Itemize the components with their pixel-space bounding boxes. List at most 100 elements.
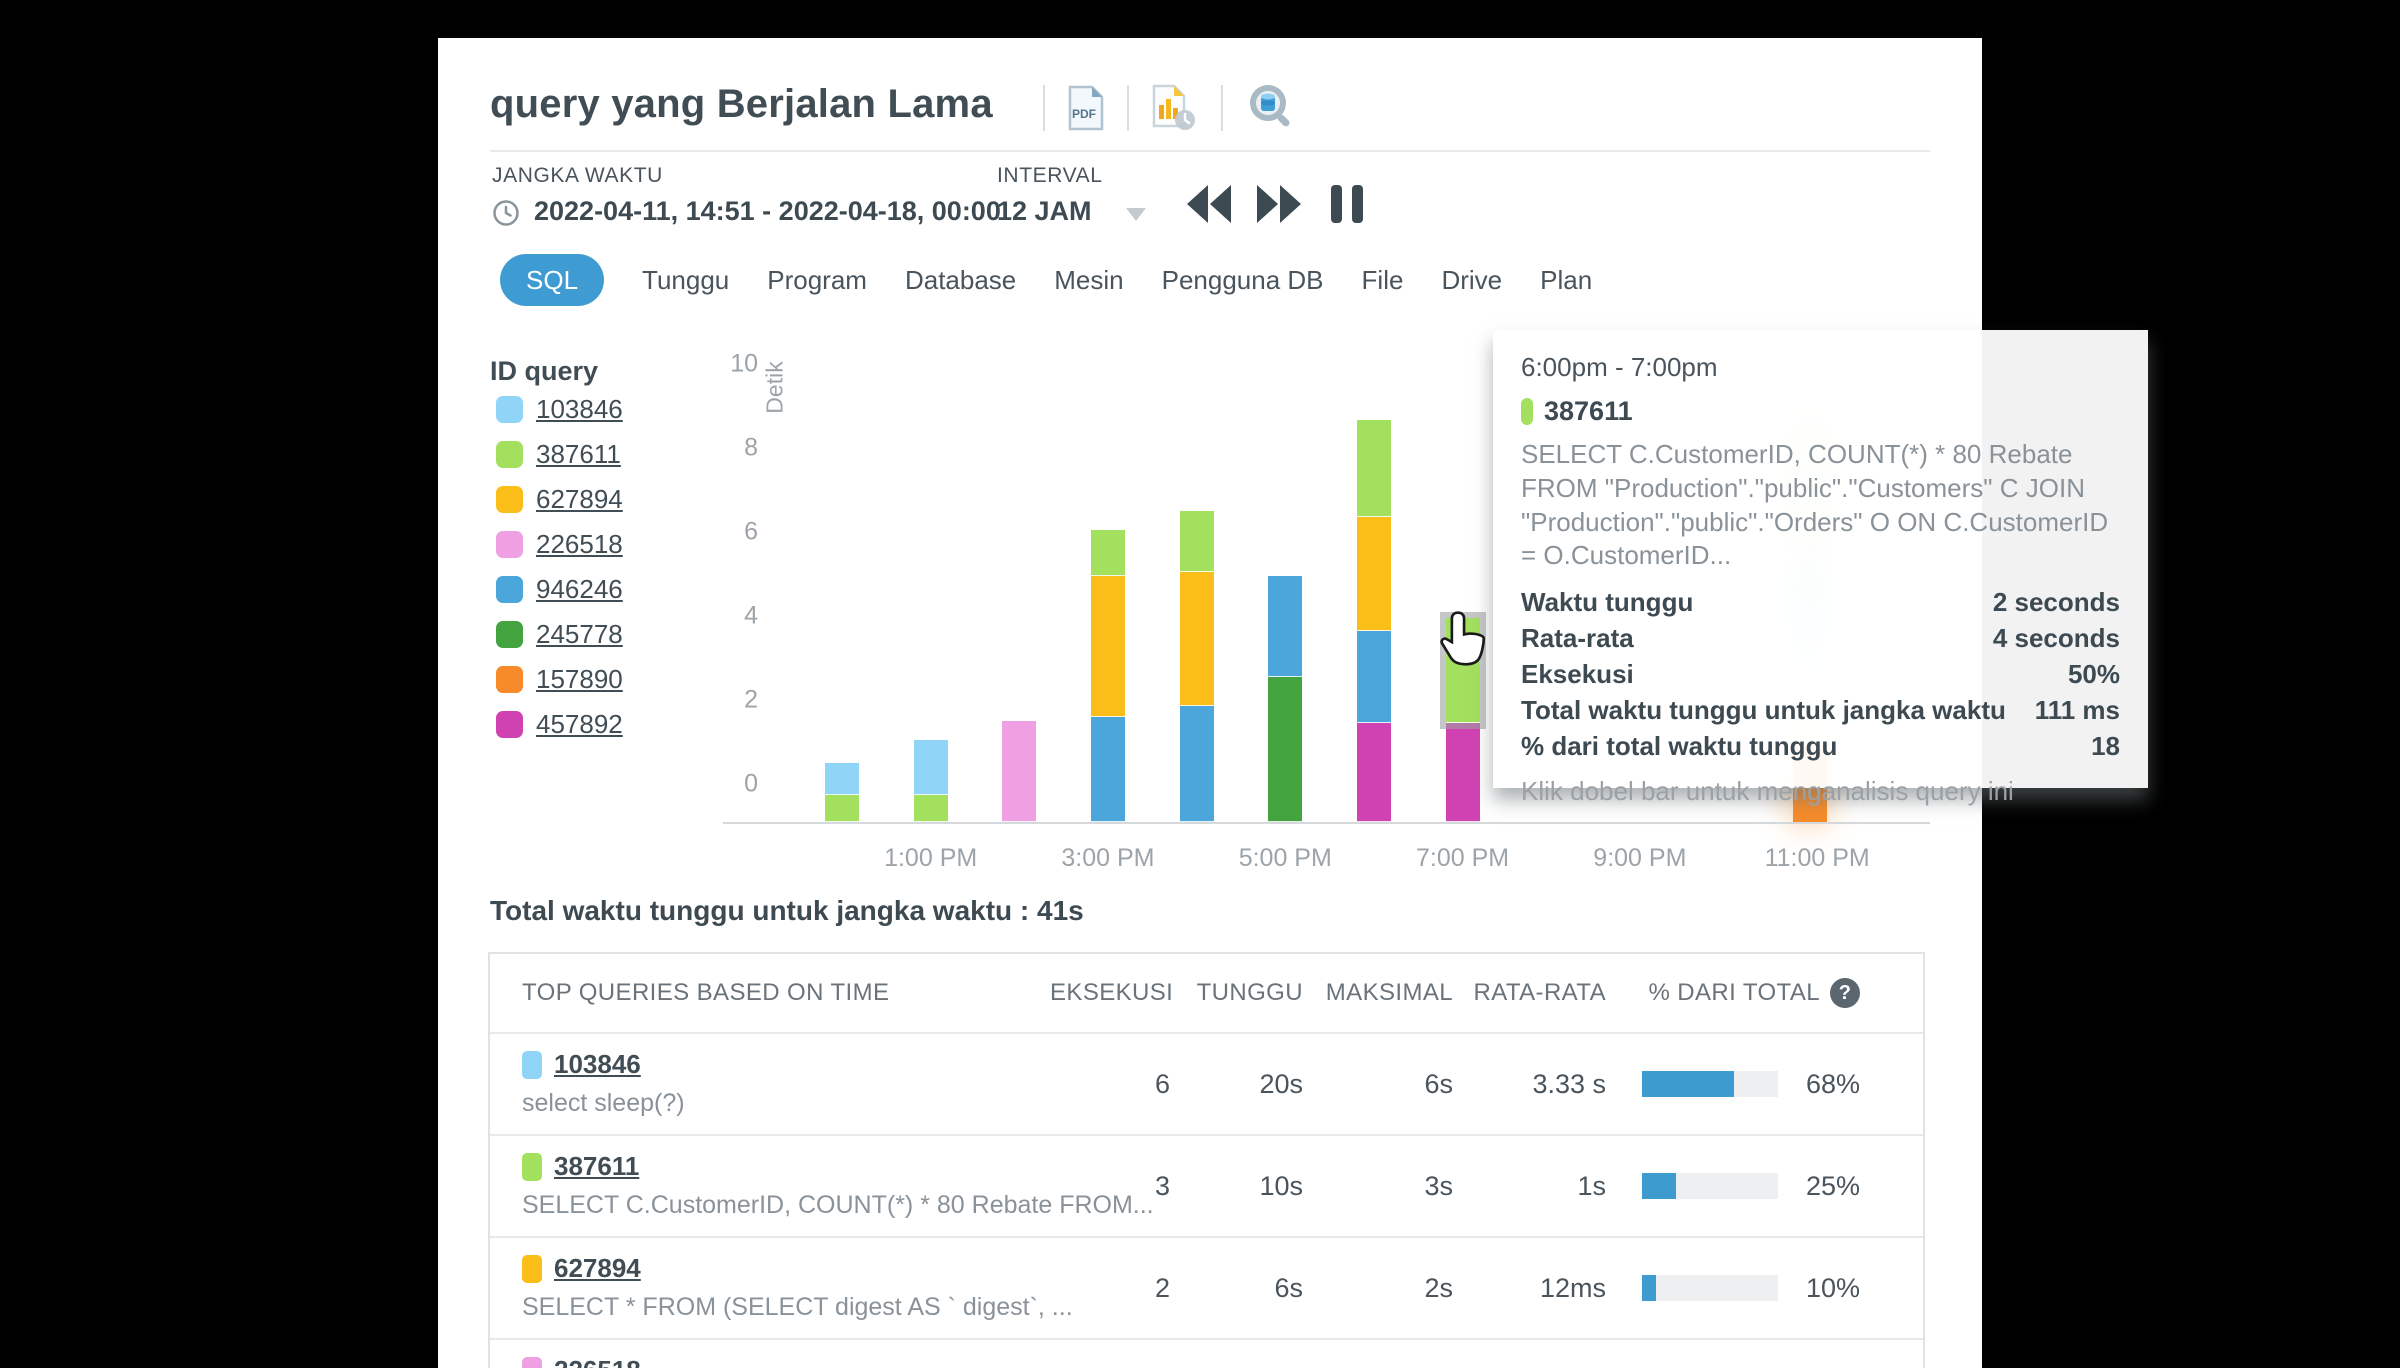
bar-segment-946246[interactable]: [1090, 716, 1125, 822]
bar-segment-387611[interactable]: [913, 794, 948, 822]
bar-segment-457892[interactable]: [1356, 723, 1391, 822]
export-pdf-icon[interactable]: PDF: [1067, 84, 1105, 132]
fast-forward-button[interactable]: [1256, 184, 1302, 229]
percent-bar-fill: [1642, 1275, 1656, 1301]
bar-segment-946246[interactable]: [1356, 630, 1391, 724]
interval-label: INTERVAL: [997, 164, 1103, 187]
query-link-387611[interactable]: 387611: [554, 1151, 640, 1181]
legend-item-103846: 103846: [496, 394, 623, 424]
bar-segment-387611[interactable]: [1439, 612, 1486, 730]
legend-items: 103846 387611 627894 226518 946246 245778 1578…: [496, 394, 623, 756]
bar-segment-627894[interactable]: [1356, 517, 1391, 631]
bar-segment-387611[interactable]: [825, 794, 859, 822]
divider: [1127, 85, 1129, 131]
col-rata-rata: RATA-RATA: [1473, 979, 1606, 1006]
col-top-queries: TOP QUERIES BASED ON TIME: [522, 979, 890, 1006]
bar-segment-627894[interactable]: [1179, 571, 1214, 707]
divider: [1221, 85, 1223, 131]
bar-segment-103846[interactable]: [913, 740, 948, 795]
interval-dropdown-arrow[interactable]: [1126, 208, 1146, 221]
x-axis-line: [723, 822, 1930, 824]
col-tunggu: TUNGGU: [1196, 979, 1303, 1006]
legend-link-387611[interactable]: 387611: [536, 439, 621, 469]
header-toolbar: PDF: [1043, 80, 1297, 136]
tooltip-stat-row: % dari total waktu tunggu 18: [1521, 731, 2120, 762]
cell-tun: 10s: [1259, 1170, 1303, 1201]
legend-item-245778: 245778: [496, 619, 623, 649]
bar-segment-226518[interactable]: [1002, 721, 1037, 822]
tab-pengguna-db[interactable]: Pengguna DB: [1161, 264, 1324, 295]
scheduled-report-icon[interactable]: [1151, 83, 1199, 133]
tooltip-sql-text: SELECT C.CustomerID, COUNT(*) * 80 Rebat…: [1521, 439, 2109, 571]
legend-swatch-627894: [496, 486, 523, 513]
cell-persen: 25%: [1805, 1170, 1860, 1201]
cell-mak: 3s: [1424, 1170, 1453, 1201]
row-swatch-627894: [522, 1254, 542, 1283]
legend-item-157890: 157890: [496, 664, 623, 694]
tab-drive[interactable]: Drive: [1441, 264, 1503, 295]
legend-link-226518[interactable]: 226518: [536, 529, 623, 559]
percent-bar-fill: [1642, 1173, 1676, 1199]
tab-program[interactable]: Program: [767, 264, 867, 295]
query-sql-text: select sleep(?): [522, 1089, 685, 1117]
x-tick-900pm: 9:00 PM: [1593, 844, 1687, 872]
tab-bar: SQL Tunggu Program Database Mesin Pengguna DB…: [500, 254, 1592, 306]
x-tick-1100pm: 11:00 PM: [1764, 844, 1870, 872]
row-swatch-103846: [522, 1050, 542, 1079]
legend-item-627894: 627894: [496, 484, 623, 514]
time-range-value[interactable]: 2022-04-11, 14:51 - 2022-04-18, 00:00: [534, 196, 1001, 226]
bar-segment-387611[interactable]: [1356, 420, 1391, 518]
tab-tunggu[interactable]: Tunggu: [642, 264, 730, 295]
tooltip-query-id: 387611: [1544, 396, 1633, 426]
legend-swatch-103846: [496, 396, 523, 423]
legend-swatch-245778: [496, 621, 523, 648]
col-maksimal: MAKSIMAL: [1325, 979, 1453, 1006]
query-link-627894[interactable]: 627894: [554, 1253, 641, 1283]
legend-item-387611: 387611: [496, 439, 623, 469]
bar-segment-946246[interactable]: [1179, 706, 1214, 822]
legend-link-946246[interactable]: 946246: [536, 574, 623, 604]
header-divider: [490, 150, 1930, 152]
tab-database[interactable]: Database: [904, 264, 1017, 295]
legend-link-103846[interactable]: 103846: [536, 394, 623, 424]
interval-value[interactable]: 12 JAM: [997, 196, 1092, 226]
help-icon[interactable]: ?: [1830, 978, 1860, 1008]
bar-segment-103846[interactable]: [825, 763, 859, 795]
y-tick-8: 8: [744, 433, 758, 462]
legend-item-457892: 457892: [496, 709, 623, 739]
tab-sql[interactable]: SQL: [500, 254, 605, 306]
tooltip-query-swatch: [1521, 398, 1533, 425]
x-tick-700pm: 7:00 PM: [1415, 844, 1510, 872]
tab-file[interactable]: File: [1361, 264, 1404, 295]
rewind-button[interactable]: [1186, 184, 1232, 229]
legend-link-245778[interactable]: 245778: [536, 619, 623, 649]
database-search-icon[interactable]: [1245, 82, 1297, 134]
bar-segment-387611[interactable]: [1090, 529, 1125, 576]
query-link-226518[interactable]: 226518: [554, 1355, 641, 1368]
svg-text:PDF: PDF: [1072, 107, 1096, 121]
bar-segment-457892[interactable]: [1445, 723, 1480, 822]
percent-bar: [1642, 1173, 1778, 1199]
table-header: TOP QUERIES BASED ON TIME EKSEKUSI TUNGG…: [490, 954, 1923, 1032]
tooltip-stat-label: Waktu tunggu: [1521, 587, 1694, 618]
query-link-103846[interactable]: 103846: [554, 1049, 641, 1079]
tooltip-stat-label: Rata-rata: [1521, 623, 1634, 654]
pause-button[interactable]: [1330, 184, 1364, 229]
tooltip-stats: Waktu tunggu 2 seconds Rata-rata 4 seconds E…: [1521, 587, 2120, 762]
legend-link-457892[interactable]: 457892: [536, 709, 623, 739]
top-queries-table: TOP QUERIES BASED ON TIME EKSEKUSI TUNGG…: [488, 952, 1925, 1368]
legend-link-157890[interactable]: 157890: [536, 664, 623, 694]
bar-segment-627894[interactable]: [1090, 576, 1125, 717]
table-row-226518: 226518: [490, 1338, 1923, 1368]
legend-swatch-457892: [496, 711, 523, 738]
tab-mesin[interactable]: Mesin: [1054, 264, 1124, 295]
bar-segment-946246[interactable]: [1268, 576, 1303, 677]
y-tick-6: 6: [744, 517, 758, 546]
tab-plan[interactable]: Plan: [1540, 264, 1593, 295]
clock-icon: [492, 199, 520, 232]
cell-eks: 6: [1154, 1068, 1170, 1099]
legend-link-627894[interactable]: 627894: [536, 484, 623, 514]
cell-eks: 3: [1154, 1170, 1170, 1201]
bar-segment-245778[interactable]: [1268, 676, 1303, 822]
bar-segment-387611[interactable]: [1179, 510, 1214, 572]
